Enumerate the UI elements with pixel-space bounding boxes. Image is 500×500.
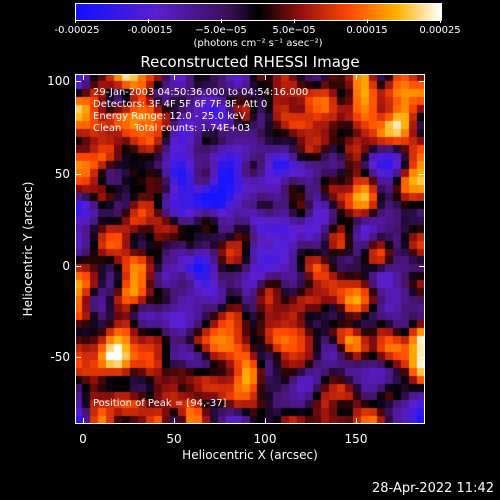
y-tick-label: 100 (47, 74, 70, 88)
rhessi-image (75, 74, 425, 424)
plot-title: Reconstructed RHESSI Image (140, 53, 360, 71)
colorbar-tick-label: −5.0e−05 (195, 25, 247, 36)
colorbar-tick-label: -0.00025 (54, 25, 100, 36)
x-tick-label: 0 (79, 432, 87, 446)
colorbar-tick-label: 0.00015 (346, 25, 388, 36)
x-axis-label: Heliocentric X (arcsec) (182, 448, 318, 462)
info-energy-range: Energy Range: 12.0 - 25.0 keV (93, 111, 246, 122)
info-detectors: Detectors: 3F 4F 5F 6F 7F 8F, Att 0 (93, 99, 268, 110)
colorbar-tick-label: -0.00015 (127, 25, 173, 36)
info-peak-position: Position of Peak = [94,-37] (93, 398, 227, 409)
x-tick-label: 50 (166, 432, 182, 446)
y-tick-label: -50 (50, 350, 70, 364)
colorbar-units: (photons cm⁻² s⁻¹ asec⁻²) (193, 38, 323, 49)
y-axis-label: Heliocentric Y (arcsec) (21, 181, 35, 317)
colorbar-tick-label: 0.00025 (419, 25, 461, 36)
info-algorithm-counts: Clean Total counts: 1.74E+03 (93, 123, 251, 134)
colorbar-tick-label: 5.0e−05 (272, 25, 316, 36)
info-time-range: 29-Jan-2003 04:50:36.000 to 04:54:16.000 (93, 87, 309, 98)
y-tick-label: 0 (62, 259, 70, 273)
x-tick-label: 100 (253, 432, 277, 446)
colorbar (75, 3, 442, 21)
y-tick-label: 50 (54, 167, 70, 181)
x-tick-label: 150 (344, 432, 368, 446)
date-stamp: 28-Apr-2022 11:42 (372, 481, 494, 496)
